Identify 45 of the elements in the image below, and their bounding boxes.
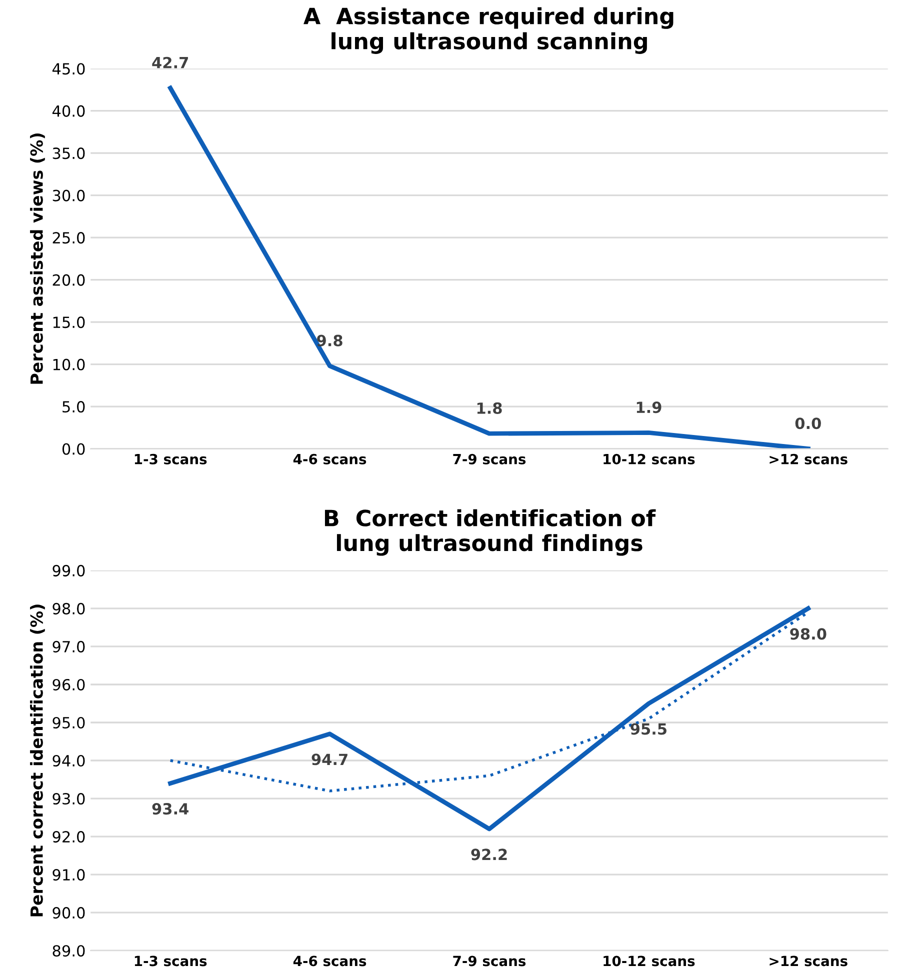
x-tick-label: 7-9 scans: [453, 454, 526, 464]
chart-title: A Assistance required during lung ultrasound scanning: [304, 7, 674, 54]
x-tick-label: >12 scans: [770, 956, 848, 966]
y-tick-label: 30.0: [52, 190, 85, 202]
y-tick-label: 5.0: [62, 400, 85, 413]
data-label: 9.8: [317, 334, 342, 346]
y-tick-label: 96.0: [52, 678, 85, 690]
y-tick-label: 95.0: [52, 716, 85, 729]
x-tick-label: 10-12 scans: [604, 454, 695, 464]
y-tick-label: 94.0: [52, 754, 85, 767]
data-label: 0.0: [795, 418, 821, 430]
data-label: 92.2: [471, 848, 507, 860]
y-tick-label: 89.0: [52, 945, 85, 957]
y-tick-label: 45.0: [52, 63, 85, 75]
x-tick-label: >12 scans: [770, 454, 848, 464]
y-tick-label: 97.0: [52, 640, 85, 652]
y-tick-label: 25.0: [52, 232, 85, 244]
y-tick-label: 40.0: [52, 105, 85, 117]
y-axis-title: Percent assisted views (%): [30, 134, 45, 384]
y-tick-label: 92.0: [52, 831, 85, 843]
y-axis-title: Percent correct identification (%): [30, 604, 45, 916]
data-label: 94.7: [312, 754, 348, 766]
y-tick-label: 98.0: [52, 602, 85, 614]
y-tick-label: 90.0: [52, 907, 85, 919]
x-tick-label: 4-6 scans: [293, 956, 366, 966]
x-tick-label: 7-9 scans: [453, 956, 526, 966]
y-tick-label: 35.0: [52, 148, 85, 160]
data-label: 1.8: [477, 402, 502, 414]
y-tick-label: 10.0: [53, 358, 85, 370]
data-label: 42.7: [152, 56, 188, 68]
y-tick-label: 20.0: [52, 274, 85, 286]
data-label: 1.9: [636, 402, 662, 414]
x-tick-label: 4-6 scans: [293, 454, 366, 464]
data-label: 95.5: [630, 723, 666, 735]
y-tick-label: 93.0: [52, 792, 85, 805]
x-tick-label: 10-12 scans: [604, 956, 695, 966]
data-label: 93.4: [152, 803, 188, 815]
y-tick-label: 91.0: [52, 869, 85, 881]
y-tick-label: 0.0: [62, 443, 85, 455]
y-tick-label: 99.0: [52, 564, 85, 576]
data-label: 98.0: [790, 628, 826, 640]
chart-title: B Correct identification of lung ultrasound findings: [324, 509, 656, 556]
y-tick-label: 15.0: [53, 316, 85, 328]
x-tick-label: 1-3 scans: [134, 454, 207, 464]
x-tick-label: 1-3 scans: [134, 956, 207, 966]
